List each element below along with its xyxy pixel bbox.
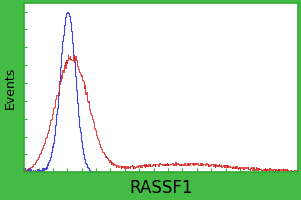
Y-axis label: Events: Events [4, 67, 17, 109]
X-axis label: RASSF1: RASSF1 [129, 179, 193, 197]
